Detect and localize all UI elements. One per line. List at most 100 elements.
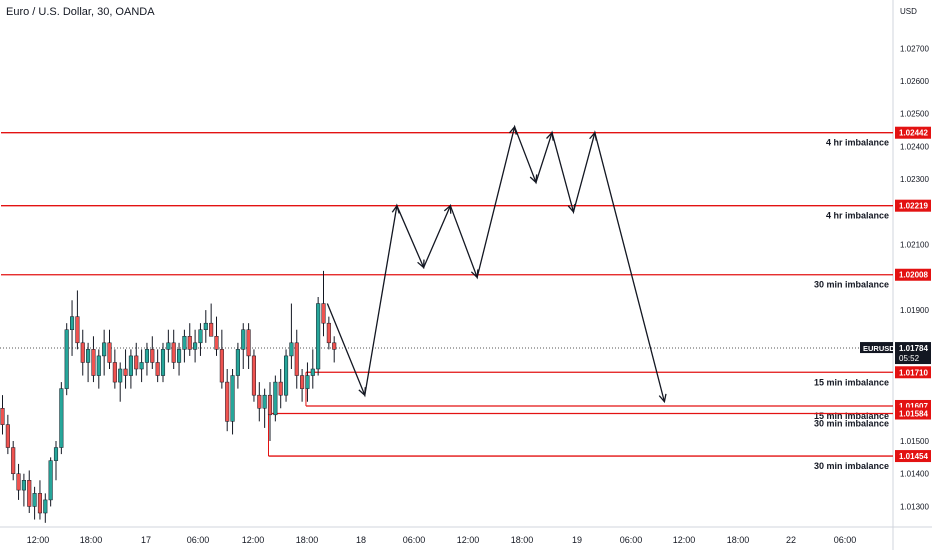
candle-body-down: [80, 342, 85, 363]
candle-body-down: [246, 329, 251, 357]
candle: [214, 316, 219, 356]
candle-body-up: [230, 375, 235, 422]
candle: [118, 362, 123, 402]
candle-body-down: [225, 381, 230, 422]
candle: [123, 349, 128, 389]
time-tick-label: 18: [356, 535, 366, 545]
candle-body-up: [43, 499, 48, 514]
candle: [251, 349, 256, 402]
candle-body-down: [5, 424, 10, 448]
candle-body-up: [160, 349, 166, 376]
time-tick-label: 06:00: [187, 535, 210, 545]
candle: [37, 480, 43, 520]
candle-body-up: [182, 336, 187, 350]
imbalance-label: 15 min imbalance: [814, 377, 889, 387]
candle: [112, 349, 117, 389]
candle: [91, 336, 96, 383]
arrow-head: [658, 393, 667, 404]
candle-body-down: [75, 316, 80, 344]
candle-body-down: [27, 480, 32, 507]
symbol-title: Euro / U.S. Dollar, 30, OANDA: [6, 6, 155, 18]
candle: [209, 303, 214, 337]
candle-body-up: [21, 480, 26, 491]
candle-body-down: [300, 375, 305, 389]
price-tick-label: 1.02600: [900, 77, 929, 86]
candle: [182, 329, 187, 363]
candle: [278, 369, 283, 409]
last-price-text: 1.01784: [899, 344, 928, 353]
candle: [241, 323, 246, 369]
arrow-head: [508, 125, 517, 135]
symbol-badge-text: EURUSD: [863, 344, 895, 353]
time-tick-label: 06:00: [620, 535, 643, 545]
candle-body-up: [96, 355, 101, 376]
candle-body-down: [219, 349, 224, 383]
time-tick-label: 19: [572, 535, 582, 545]
level-price-text: 1.02219: [899, 202, 928, 211]
candle-body-up: [235, 349, 240, 376]
candle: [128, 349, 133, 389]
candle-body-down: [278, 381, 283, 396]
candle: [96, 349, 101, 389]
price-tick-label: 1.02300: [900, 175, 929, 184]
candle-body-up: [305, 375, 310, 389]
currency-label: USD: [900, 7, 917, 16]
candle: [160, 342, 166, 383]
candle-body-down: [37, 493, 43, 514]
time-tick-label: 12:00: [673, 535, 696, 545]
level-price-badge: [895, 450, 931, 463]
candle-body-down: [16, 473, 21, 491]
candle: [144, 342, 149, 376]
time-tick-label: 06:00: [834, 535, 857, 545]
time-tick-label: 18:00: [296, 535, 319, 545]
candle: [193, 329, 198, 363]
candle-body-down: [134, 355, 139, 370]
candle-body-down: [171, 342, 176, 363]
candle-body-down: [11, 447, 16, 474]
candle-body-up: [310, 368, 315, 376]
candle: [294, 329, 299, 389]
candle-body-down: [326, 322, 331, 344]
candle-body-up: [177, 349, 182, 363]
candle: [75, 290, 80, 350]
level-price-badge: [895, 268, 931, 281]
candle: [316, 297, 321, 376]
candle-body-down: [214, 336, 219, 350]
candle-body-up: [198, 329, 203, 344]
arrow-head: [358, 387, 366, 397]
countdown-text: 05:52: [899, 354, 920, 363]
candle: [32, 486, 37, 520]
price-tick-label: 1.02100: [900, 241, 929, 250]
candle-body-up: [139, 362, 144, 370]
candle-body-down: [294, 342, 299, 376]
candle-body-down: [321, 303, 326, 324]
candle-body-up: [32, 493, 37, 507]
candle: [289, 303, 294, 369]
candle-body-down: [187, 336, 192, 350]
arrow-head: [443, 204, 452, 214]
level-price-badge: [895, 199, 931, 212]
last-price-badge: [895, 342, 931, 365]
arrow-head: [529, 174, 538, 184]
candle: [150, 336, 155, 369]
time-tick-label: 12:00: [457, 535, 480, 545]
candle: [80, 329, 85, 376]
time-tick-label: 17: [141, 535, 151, 545]
price-tick-label: 1.01900: [900, 306, 929, 315]
candle-body-up: [70, 316, 75, 330]
candle: [16, 463, 21, 500]
imbalance-label: 30 min imbalance: [814, 419, 889, 429]
candle-body-down: [112, 362, 117, 383]
level-price-badge: [895, 126, 931, 139]
arrow-head: [391, 204, 400, 214]
level-price-badge: [895, 366, 931, 379]
arrow-head: [546, 131, 554, 141]
candle-body-up: [289, 342, 294, 357]
candle: [0, 395, 5, 435]
candle: [187, 323, 192, 356]
level-price-text: 1.01607: [899, 402, 928, 411]
candle: [166, 329, 171, 363]
time-tick-label: 18:00: [727, 535, 750, 545]
